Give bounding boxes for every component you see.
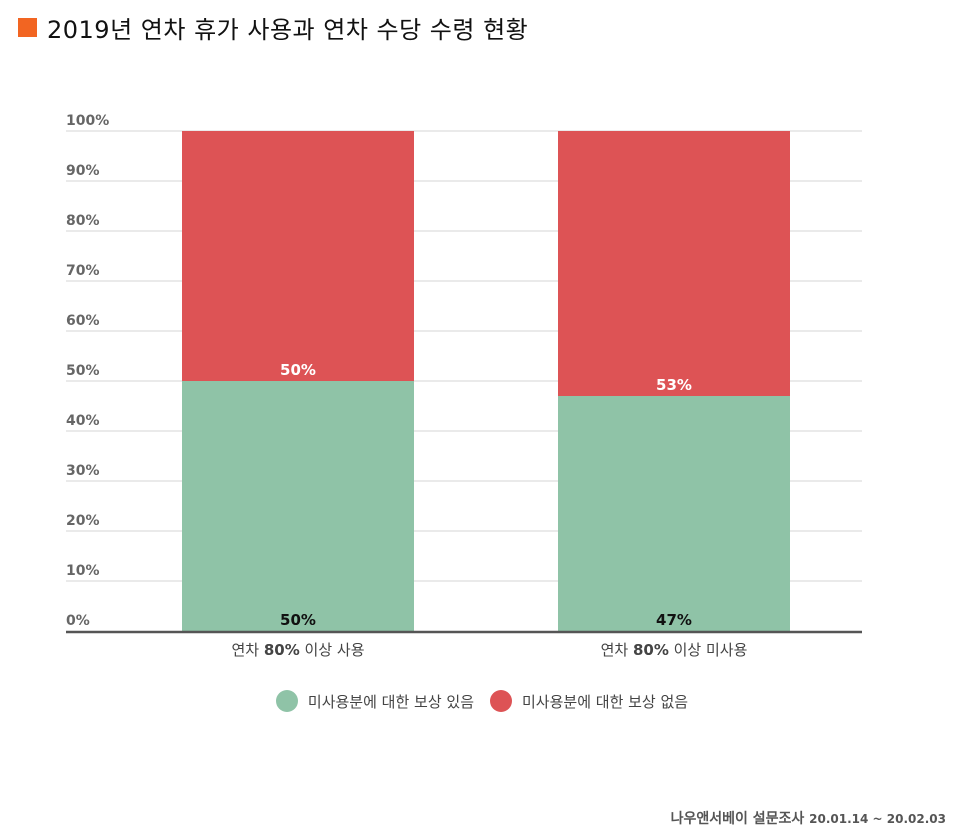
y-tick-label: 20% <box>66 513 100 529</box>
legend-item-not-compensated: 미사용분에 대한 보상 없음 <box>490 690 688 712</box>
chart-title-text: 2019년 연차 휴가 사용과 연차 수당 수령 현황 <box>47 16 529 44</box>
source-text: 나우앤서베이 설문조사 <box>670 811 805 827</box>
y-tick-label: 0% <box>66 613 90 629</box>
title-square-icon <box>18 18 37 37</box>
x-tick-label: 연차 80% 이상 미사용 <box>601 641 748 659</box>
bar-segment <box>182 131 414 381</box>
legend-label-not-compensated: 미사용분에 대한 보상 없음 <box>522 692 689 711</box>
bar-segment <box>182 381 414 631</box>
bar-segment <box>558 396 790 631</box>
y-tick-label: 50% <box>66 363 100 379</box>
y-tick-label: 80% <box>66 213 100 229</box>
source-date: 20.01.14 ~ 20.02.03 <box>809 812 946 826</box>
y-tick-label: 30% <box>66 463 100 479</box>
stacked-bar-chart: 0% 10% 20% 30% 40% 50% 60% 70% 80% 90% 100% 50% 50% 연… <box>66 113 862 659</box>
data-label: 50% <box>280 611 316 629</box>
data-label: 53% <box>656 376 692 394</box>
bar-segment <box>558 131 790 396</box>
source-note: 나우앤서베이 설문조사 20.01.14 ~ 20.02.03 <box>671 808 946 828</box>
legend: 미사용분에 대한 보상 있음 미사용분에 대한 보상 없음 <box>0 690 964 712</box>
legend-item-compensated: 미사용분에 대한 보상 있음 <box>275 690 474 712</box>
legend-dot-green-icon <box>275 690 298 712</box>
y-tick-label: 90% <box>66 163 100 179</box>
y-tick-label: 60% <box>66 313 100 329</box>
data-label: 50% <box>280 361 316 379</box>
legend-label-compensated: 미사용분에 대한 보상 있음 <box>307 692 474 711</box>
y-tick-label: 10% <box>66 563 100 579</box>
x-tick-label: 연차 80% 이상 사용 <box>231 641 364 659</box>
y-tick-label: 70% <box>66 263 100 279</box>
y-tick-label: 100% <box>66 113 109 129</box>
data-label: 47% <box>656 611 692 629</box>
y-tick-label: 40% <box>66 413 100 429</box>
legend-dot-red-icon <box>490 690 512 712</box>
chart-title: 2019년 연차 휴가 사용과 연차 수당 수령 현황 <box>18 10 528 45</box>
